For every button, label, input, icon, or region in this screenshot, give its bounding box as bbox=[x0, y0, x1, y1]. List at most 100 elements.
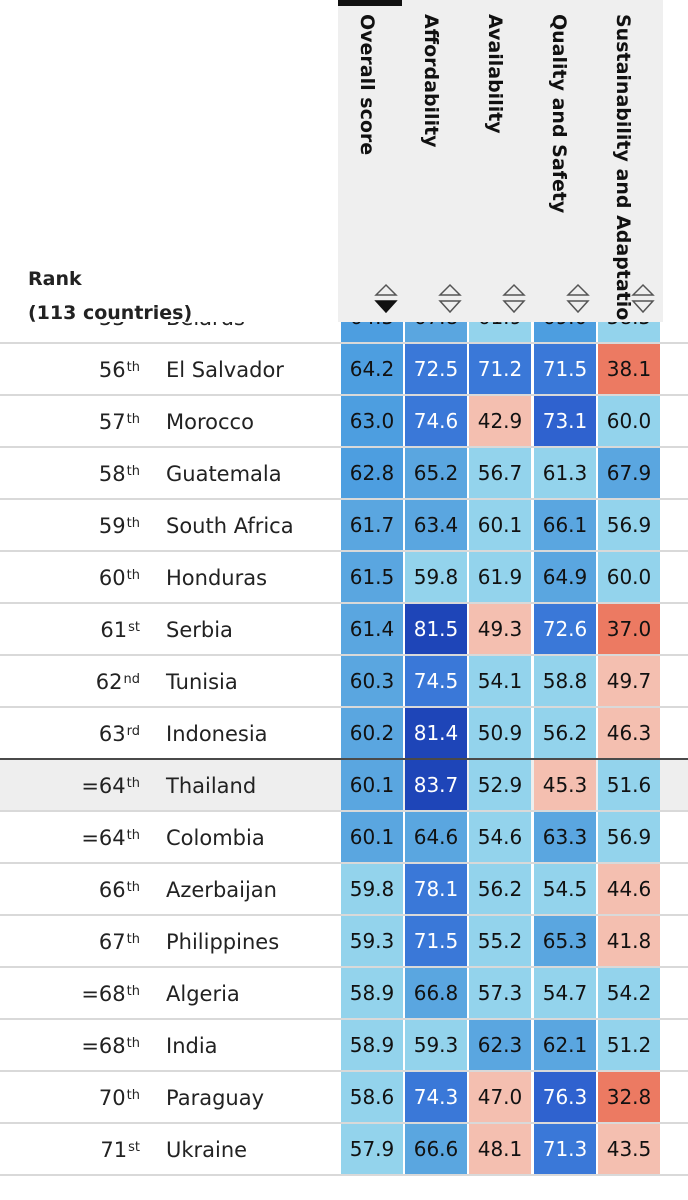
row-divider bbox=[0, 862, 688, 864]
score-cell-sustainability: 43.5 bbox=[598, 1124, 660, 1174]
country-name: El Salvador bbox=[166, 358, 284, 382]
score-cell-quality-safety: 61.3 bbox=[534, 448, 596, 498]
score-cell-affordability: 67.8 bbox=[405, 322, 467, 342]
column-header-availability[interactable]: Availability bbox=[484, 14, 506, 134]
score-cell-overall: 62.8 bbox=[341, 448, 403, 498]
score-cell-sustainability: 56.9 bbox=[598, 500, 660, 550]
score-cell-sustainability: 37.0 bbox=[598, 604, 660, 654]
score-cell-overall: 64.5 bbox=[341, 322, 403, 342]
score-cell-quality-safety: 62.1 bbox=[534, 1020, 596, 1070]
score-cell-availability: 48.1 bbox=[469, 1124, 531, 1174]
country-name: Colombia bbox=[166, 826, 265, 850]
highlight-divider bbox=[0, 758, 688, 760]
row-divider bbox=[0, 498, 688, 500]
rank-suffix: th bbox=[126, 1035, 140, 1051]
rank-number: 56 bbox=[98, 358, 126, 382]
country-name: Belarus bbox=[166, 322, 245, 344]
column-header-quality-and-safety[interactable]: Quality and Safety bbox=[548, 14, 570, 214]
column-header-affordability[interactable]: Affordability bbox=[420, 14, 442, 148]
row-divider bbox=[0, 1122, 688, 1124]
score-cell-quality-safety: 58.8 bbox=[534, 656, 596, 706]
table-row[interactable]: =64 th Thailand 60.1 83.7 52.9 45.3 51.6 bbox=[0, 758, 688, 812]
rank-header[interactable]: Rank (113 countries) bbox=[28, 262, 192, 330]
ranking-table-body: 55thBelarus64.567.861.969.058.556thEl Sa… bbox=[0, 322, 688, 1200]
table-row[interactable]: =68 th India 58.9 59.3 62.3 62.1 51.2 bbox=[0, 1020, 688, 1072]
rank-suffix: th bbox=[126, 359, 140, 375]
country-name: Ukraine bbox=[166, 1138, 248, 1162]
score-cell-availability: 71.2 bbox=[469, 344, 531, 394]
country-name: Thailand bbox=[166, 774, 257, 798]
rank-suffix: th bbox=[126, 775, 140, 791]
row-divider bbox=[0, 966, 688, 968]
score-cell-affordability: 83.7 bbox=[405, 760, 467, 810]
rank-label: Rank bbox=[28, 268, 82, 290]
country-name: Serbia bbox=[166, 618, 233, 642]
country-name: South Africa bbox=[166, 514, 294, 538]
score-cell-quality-safety: 69.0 bbox=[534, 322, 596, 342]
score-cell-quality-safety: 45.3 bbox=[534, 760, 596, 810]
score-cell-affordability: 65.2 bbox=[405, 448, 467, 498]
score-cell-quality-safety: 66.1 bbox=[534, 500, 596, 550]
table-row[interactable]: =64 th Colombia 60.1 64.6 54.6 63.3 56.9 bbox=[0, 812, 688, 864]
score-cell-quality-safety: 72.6 bbox=[534, 604, 596, 654]
country-name: Indonesia bbox=[166, 722, 268, 746]
rank-suffix: th bbox=[126, 879, 140, 895]
column-header-band bbox=[338, 0, 663, 322]
row-divider bbox=[0, 446, 688, 448]
rank-value: =68 th bbox=[40, 968, 140, 1020]
score-cell-availability: 54.6 bbox=[469, 812, 531, 862]
score-cell-overall: 58.9 bbox=[341, 968, 403, 1018]
column-header-overall-score[interactable]: Overall score bbox=[356, 14, 378, 156]
sort-icon-sustainability-and-adaptation[interactable] bbox=[630, 282, 656, 316]
score-cell-availability: 49.3 bbox=[469, 604, 531, 654]
rank-suffix: th bbox=[126, 983, 140, 999]
table-row[interactable]: =68 th Algeria 58.9 66.8 57.3 54.7 54.2 bbox=[0, 968, 688, 1020]
score-cell-quality-safety: 71.3 bbox=[534, 1124, 596, 1174]
score-cell-affordability: 66.6 bbox=[405, 1124, 467, 1174]
rank-number: 71 bbox=[100, 1138, 128, 1162]
row-divider bbox=[0, 706, 688, 708]
score-cell-sustainability: 60.0 bbox=[598, 552, 660, 602]
score-cell-overall: 61.4 bbox=[341, 604, 403, 654]
score-cell-quality-safety: 71.5 bbox=[534, 344, 596, 394]
score-cell-affordability: 66.8 bbox=[405, 968, 467, 1018]
sort-icon-affordability[interactable] bbox=[437, 282, 463, 316]
rank-suffix: th bbox=[126, 931, 140, 947]
score-cell-overall: 60.1 bbox=[341, 760, 403, 810]
score-cell-quality-safety: 76.3 bbox=[534, 1072, 596, 1122]
score-cell-sustainability: 41.8 bbox=[598, 916, 660, 966]
sort-icon-availability[interactable] bbox=[501, 282, 527, 316]
row-divider bbox=[0, 1070, 688, 1072]
score-cell-affordability: 63.4 bbox=[405, 500, 467, 550]
score-cell-overall: 63.0 bbox=[341, 396, 403, 446]
sort-icon-overall-score[interactable] bbox=[373, 282, 399, 316]
score-cell-overall: 61.5 bbox=[341, 552, 403, 602]
score-cell-availability: 60.1 bbox=[469, 500, 531, 550]
score-cell-availability: 56.7 bbox=[469, 448, 531, 498]
sort-icon-quality-and-safety[interactable] bbox=[565, 282, 591, 316]
score-cell-sustainability: 49.7 bbox=[598, 656, 660, 706]
column-header-sustainability-and-adaptation[interactable]: Sustainability and Adaptation bbox=[612, 14, 634, 334]
score-cell-sustainability: 60.0 bbox=[598, 396, 660, 446]
rank-suffix: rd bbox=[126, 723, 140, 739]
row-divider bbox=[0, 914, 688, 916]
score-cell-sustainability: 38.1 bbox=[598, 344, 660, 394]
table-row[interactable]: 55th Belarus 64.567.861.969.058.5 bbox=[0, 322, 688, 344]
rank-suffix: th bbox=[127, 322, 140, 323]
row-divider bbox=[0, 1174, 688, 1176]
